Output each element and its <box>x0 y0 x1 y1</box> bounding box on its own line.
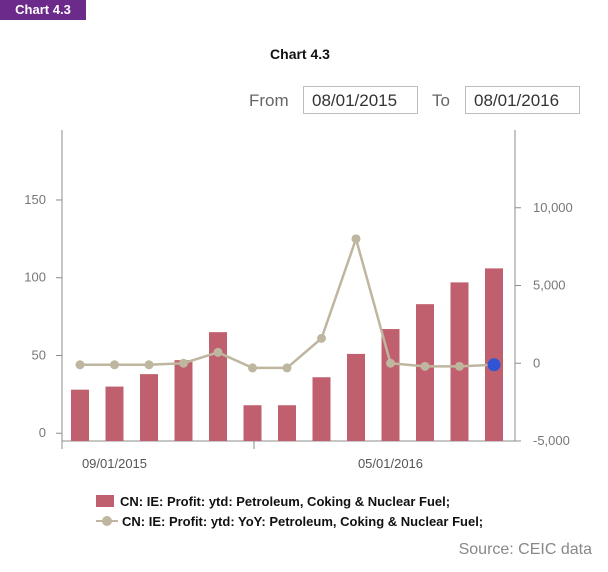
bar-swatch <box>96 495 114 507</box>
right-tick-label: 5,000 <box>533 278 566 293</box>
yoy-point-highlight <box>487 358 501 372</box>
bar <box>312 377 331 441</box>
yoy-point <box>351 234 361 244</box>
bar <box>416 304 434 441</box>
left-tick-label: 150 <box>24 192 46 207</box>
legend-label-profit: CN: IE: Profit: ytd: Petroleum, Coking &… <box>120 494 451 509</box>
yoy-point <box>179 358 188 368</box>
yoy-point <box>110 360 119 370</box>
bar <box>485 268 503 441</box>
yoy-point <box>144 360 154 370</box>
bar <box>278 405 296 441</box>
chart-area: 0 50 100 150 -5,000 0 5,000 10,000 09/01/2015 05/… <box>24 130 573 471</box>
source-note: Source: CEIC data <box>458 541 592 558</box>
right-tick-label: 0 <box>533 355 540 370</box>
legend-label-yoy: CN: IE: Profit: ytd: YoY: Petroleum, Cok… <box>122 514 484 529</box>
left-tick-label: 100 <box>24 270 46 285</box>
x-tick-label: 09/01/2015 <box>82 456 147 471</box>
bar <box>450 282 469 441</box>
right-tick-label: 10,000 <box>533 200 573 215</box>
yoy-point <box>317 333 326 343</box>
line-swatch <box>96 515 118 527</box>
bar <box>209 332 227 441</box>
yoy-point <box>282 363 292 373</box>
from-label: From <box>249 91 289 110</box>
from-date-input[interactable]: 08/01/2015 <box>303 86 418 114</box>
yoy-point <box>248 363 257 373</box>
right-tick-label: -5,000 <box>533 433 570 448</box>
chart-number-badge: Chart 4.3 <box>0 0 86 20</box>
x-tick-label: 05/01/2016 <box>358 456 423 471</box>
bar <box>243 405 262 441</box>
chart-title: Chart 4.3 <box>270 46 330 62</box>
legend-item-profit[interactable]: CN: IE: Profit: ytd: Petroleum, Coking &… <box>96 494 450 509</box>
to-date-input[interactable]: 08/01/2016 <box>465 86 580 114</box>
legend-item-yoy[interactable]: CN: IE: Profit: ytd: YoY: Petroleum, Cok… <box>96 514 483 529</box>
yoy-point <box>386 358 395 368</box>
left-tick-label: 0 <box>39 425 46 440</box>
bar <box>71 389 89 441</box>
yoy-point <box>420 361 430 371</box>
bar <box>140 374 158 441</box>
yoy-point <box>455 361 464 371</box>
bar <box>381 329 400 441</box>
to-label: To <box>432 91 450 110</box>
bar <box>347 353 365 441</box>
left-tick-label: 50 <box>32 347 46 362</box>
yoy-point <box>213 347 223 357</box>
bar <box>174 360 193 441</box>
yoy-point <box>75 360 85 370</box>
bar <box>105 386 124 441</box>
